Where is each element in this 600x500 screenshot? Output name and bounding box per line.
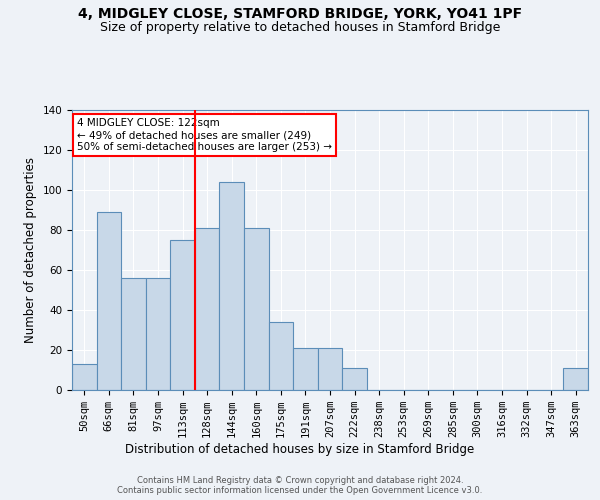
Bar — [244, 228, 269, 390]
Bar — [342, 368, 367, 390]
Bar — [121, 278, 146, 390]
Text: 4, MIDGLEY CLOSE, STAMFORD BRIDGE, YORK, YO41 1PF: 4, MIDGLEY CLOSE, STAMFORD BRIDGE, YORK,… — [78, 8, 522, 22]
Text: Size of property relative to detached houses in Stamford Bridge: Size of property relative to detached ho… — [100, 21, 500, 34]
Bar — [220, 182, 244, 390]
Y-axis label: Number of detached properties: Number of detached properties — [24, 157, 37, 343]
Bar — [72, 364, 97, 390]
Bar — [293, 348, 318, 390]
Bar — [269, 322, 293, 390]
Bar — [97, 212, 121, 390]
Text: Contains HM Land Registry data © Crown copyright and database right 2024.
Contai: Contains HM Land Registry data © Crown c… — [118, 476, 482, 495]
Text: Distribution of detached houses by size in Stamford Bridge: Distribution of detached houses by size … — [125, 442, 475, 456]
Text: 4 MIDGLEY CLOSE: 122sqm
← 49% of detached houses are smaller (249)
50% of semi-d: 4 MIDGLEY CLOSE: 122sqm ← 49% of detache… — [77, 118, 332, 152]
Bar — [318, 348, 342, 390]
Bar — [195, 228, 220, 390]
Bar — [146, 278, 170, 390]
Bar — [563, 368, 588, 390]
Bar — [170, 240, 195, 390]
